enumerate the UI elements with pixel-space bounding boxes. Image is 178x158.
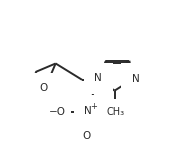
Text: N: N	[95, 73, 102, 83]
Text: −O: −O	[49, 107, 66, 117]
Text: N: N	[84, 106, 92, 116]
Text: +: +	[90, 102, 97, 111]
Text: O: O	[83, 131, 91, 141]
Text: N: N	[132, 73, 139, 84]
Text: O: O	[40, 83, 48, 93]
Text: CH₃: CH₃	[106, 107, 124, 117]
